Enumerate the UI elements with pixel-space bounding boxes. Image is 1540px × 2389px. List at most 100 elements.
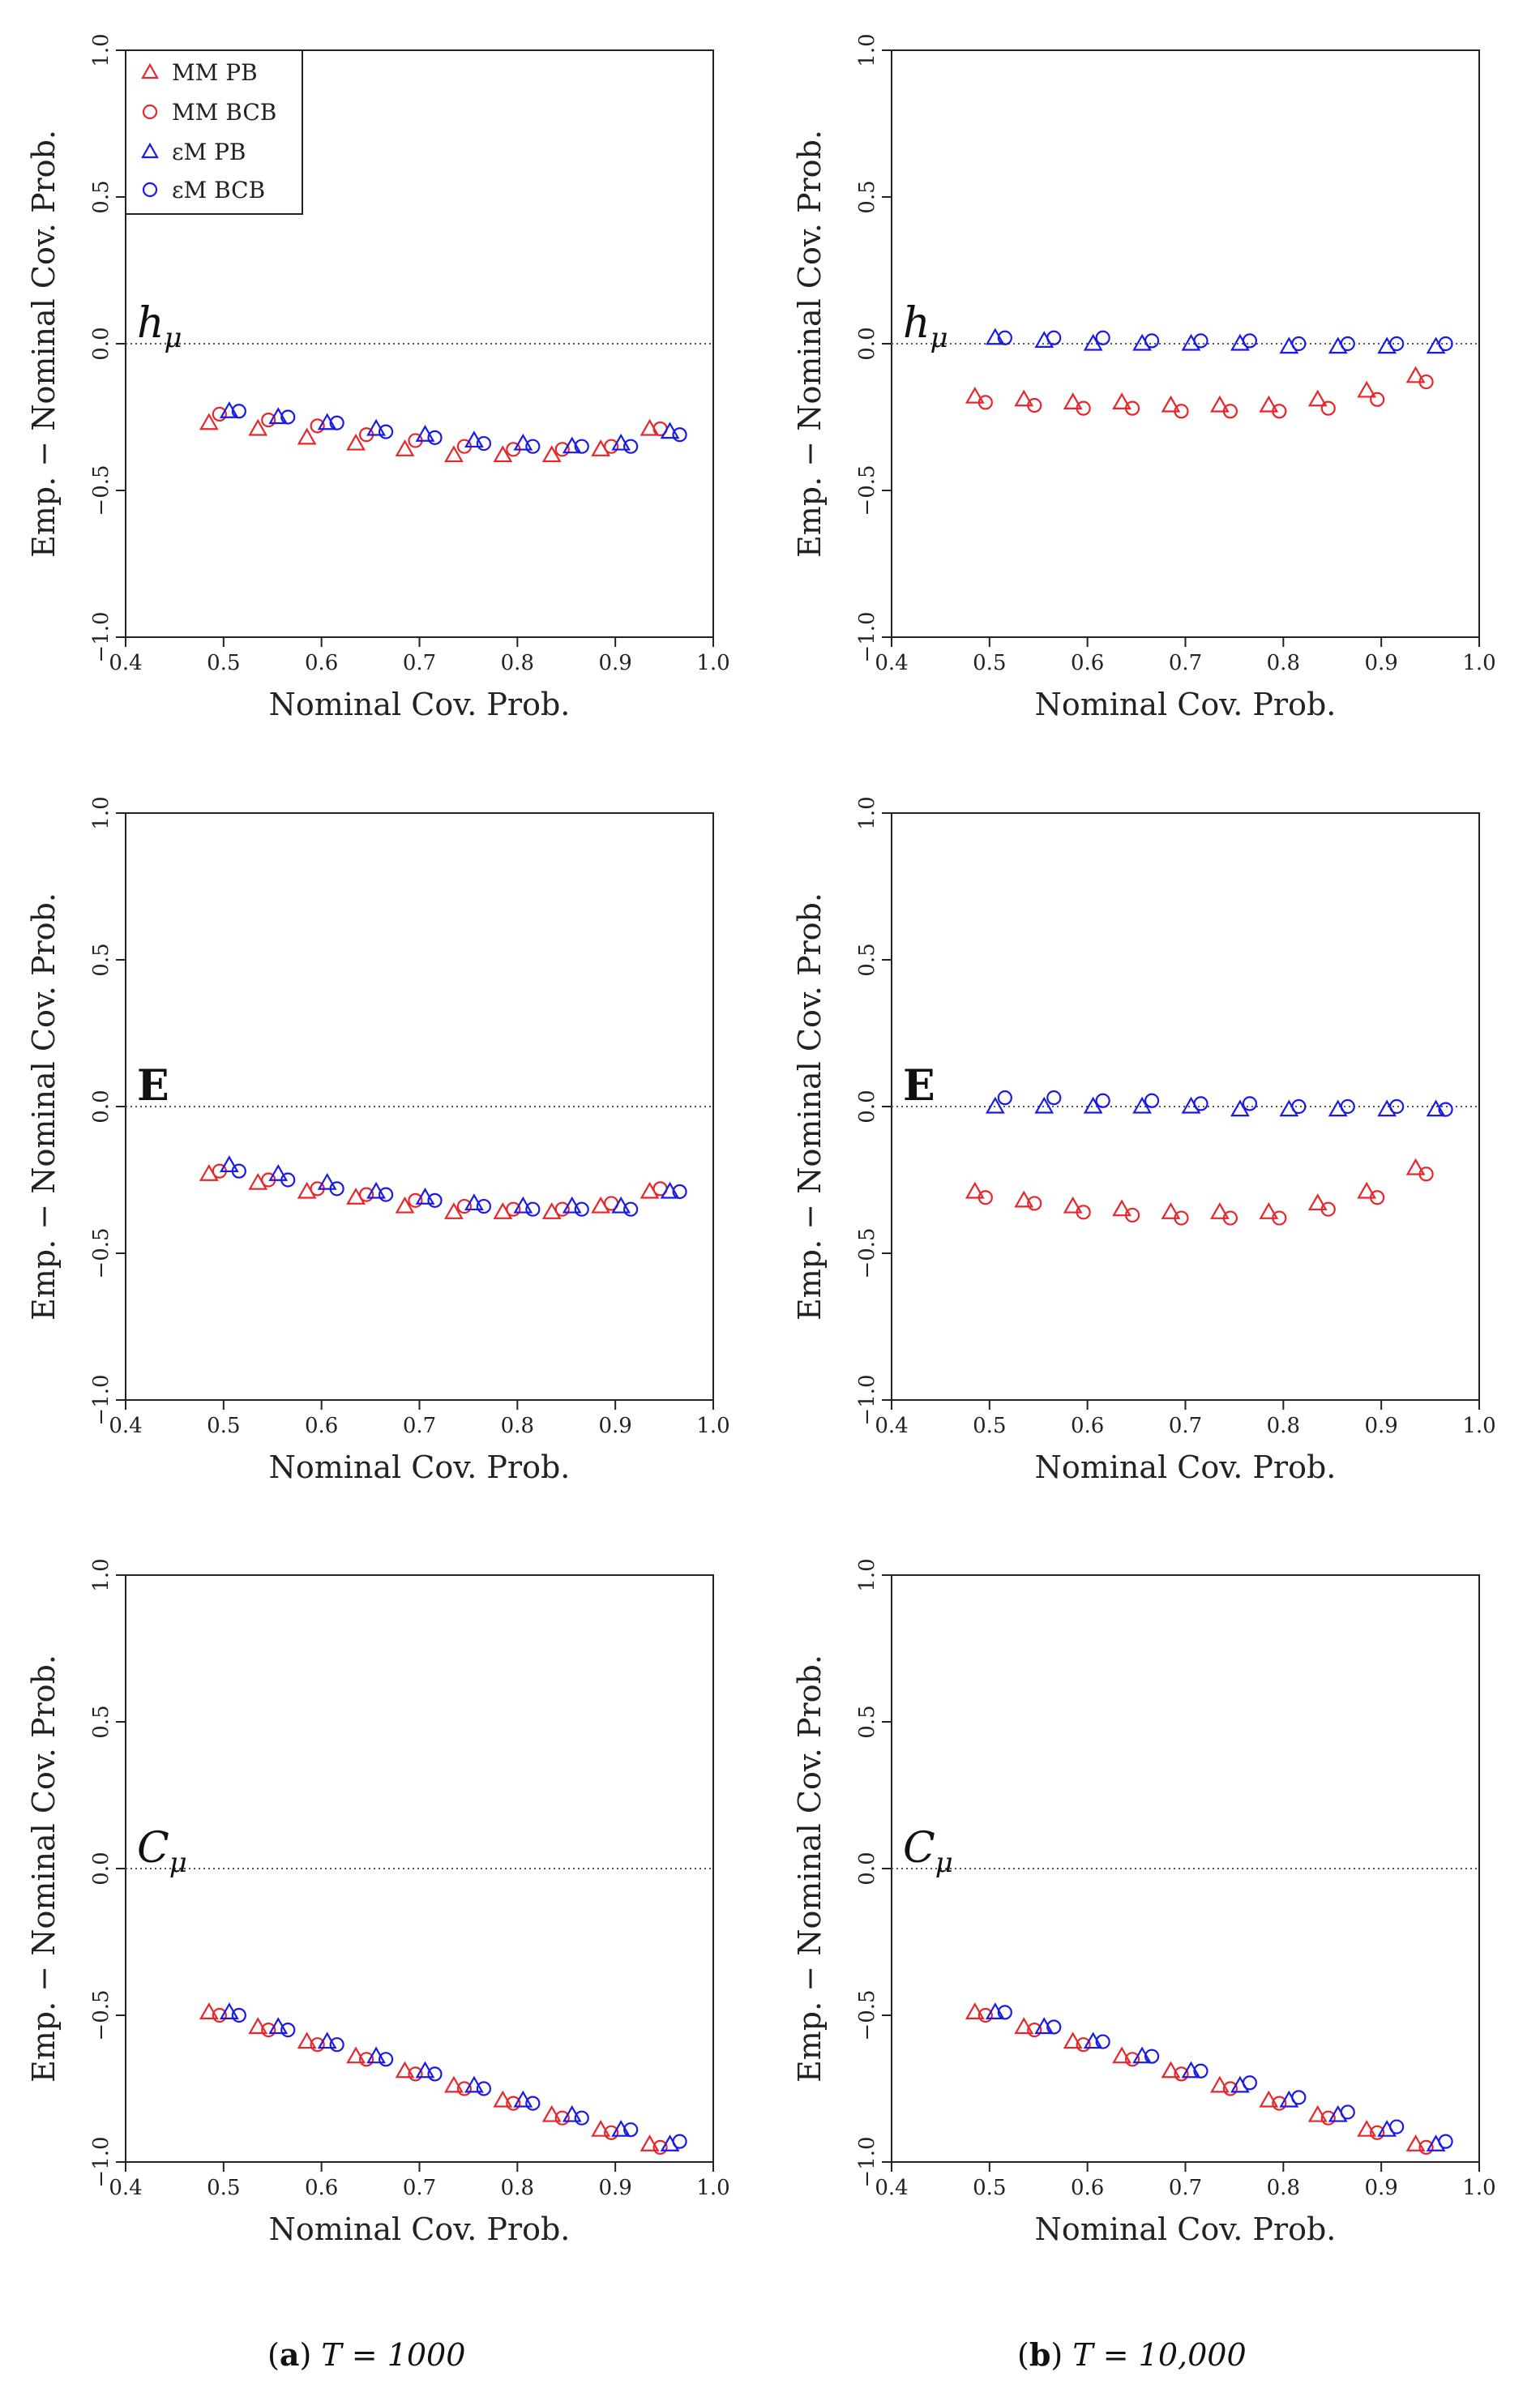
point-mpb-3 [1083,1096,1103,1114]
point-mmbcb-3 [310,418,325,434]
point-mbcb-4 [1144,1093,1160,1108]
y-tick-label: 1.0 [855,796,879,829]
point-mmpb-9 [591,2119,611,2137]
y-tick-label: −0.5 [855,1227,879,1278]
point-mmbcb-2 [1027,2023,1042,2038]
point-mbcb-1 [231,404,246,419]
point-mmbcb-3 [310,2037,325,2053]
x-tick-label: 0.5 [207,2176,240,2200]
point-mmbcb-1 [212,2007,227,2023]
point-mpb-3 [1083,333,1103,351]
point-mbcb-9 [1389,336,1405,352]
legend-label-em-pb: εM PB [172,139,246,165]
point-mmpb-9 [1357,2119,1377,2137]
point-mbcb-4 [378,2052,394,2067]
point-mmpb-4 [346,2046,366,2064]
y-tick-label: 0.5 [855,180,879,213]
x-tick-label: 0.5 [973,1414,1006,1438]
y-tick-label: −1.0 [855,611,879,662]
point-mmbcb-10 [1418,374,1434,390]
panel-label: E [137,1061,169,1111]
point-mmbcb-1 [977,1190,993,1205]
panel-label: Cμ [137,1824,187,1879]
point-mmbcb-3 [1076,1205,1091,1220]
panel-4: 0.4 0.5 0.6 0.7 0.8 0.9 1.0 −1.0 −0.5 0.0 0.5 1.0 No… [792,796,1496,1485]
point-mpb-4 [1132,1096,1152,1114]
panel-2: 0.4 0.5 0.6 0.7 0.8 0.9 1.0 −1.0 −0.5 0.0 0.5 1.0 No… [792,33,1496,722]
point-mbcb-3 [1095,2034,1110,2049]
point-mbcb-1 [231,2007,246,2023]
point-mbcb-9 [623,1201,639,1217]
x-tick-label: 1.0 [696,1414,729,1438]
y-axis-title: Emp. − Nominal Cov. Prob. [26,893,62,1321]
point-mmpb-10 [640,2134,660,2151]
y-tick-label: 0.5 [89,943,113,976]
point-mmpb-5 [395,2061,415,2079]
x-tick-label: 1.0 [696,651,729,675]
point-mmbcb-10 [1418,1167,1434,1182]
x-tick-label: 0.9 [1364,1414,1397,1438]
y-axis-title: Emp. − Nominal Cov. Prob. [26,1655,62,2083]
point-mbcb-8 [1340,336,1355,352]
y-tick-label: 1.0 [89,1558,113,1591]
point-mmpb-8 [1307,389,1328,407]
point-mmbcb-6 [456,1198,473,1214]
panel-1: 0.4 0.5 0.6 0.7 0.8 0.9 1.0 −1.0 −0.5 0.0 0.5 1.0 No… [26,33,730,722]
x-tick-label: 1.0 [1462,651,1495,675]
point-mmpb-2 [1014,1190,1034,1208]
caption-a: (a) T = 1000 [267,2336,465,2373]
svg-text:(a) T = 1000: (a) T = 1000 [267,2336,465,2373]
point-mmbcb-7 [1272,1210,1287,1226]
point-mmpb-10 [1405,2134,1426,2151]
point-mmbcb-1 [212,406,227,422]
point-mmpb-6 [1210,395,1230,413]
point-mbcb-8 [1340,1098,1355,1115]
point-mpb-2 [1034,1096,1054,1114]
point-mbcb-9 [1389,2119,1405,2134]
panel-6: 0.4 0.5 0.6 0.7 0.8 0.9 1.0 −1.0 −0.5 0.0 0.5 1.0 No… [792,1558,1496,2247]
panel-label: Cμ [903,1824,953,1879]
point-mmpb-3 [297,2032,317,2049]
caption-b: (b) T = 10,000 [1017,2336,1247,2373]
x-tick-label: 0.7 [403,651,436,675]
x-tick-label: 0.8 [1267,2176,1300,2200]
x-tick-label: 0.7 [1169,1414,1202,1438]
point-mbcb-4 [378,424,394,439]
panel-3: 0.4 0.5 0.6 0.7 0.8 0.9 1.0 −1.0 −0.5 0.0 0.5 1.0 No… [26,796,730,1485]
point-mmbcb-6 [1222,2081,1238,2096]
y-tick-label: −1.0 [855,1374,879,1425]
point-mbcb-9 [623,439,639,454]
point-mmbcb-3 [1076,400,1091,416]
point-mmpb-2 [248,2017,268,2035]
point-mbcb-2 [280,2023,296,2038]
point-mmbcb-7 [1272,2096,1287,2111]
point-mbcb-8 [574,1201,589,1217]
legend-label-mm-bcb: MM BCB [172,99,276,126]
point-mmpb-1 [965,2002,985,2019]
y-tick-label: 0.5 [89,1705,113,1738]
x-tick-label: 0.5 [973,651,1006,675]
point-mmpb-5 [395,1196,415,1214]
y-tick-label: −1.0 [855,2136,879,2187]
point-mbcb-6 [1242,333,1258,349]
point-mmbcb-2 [261,413,276,428]
x-axis-title: Nominal Cov. Prob. [269,1449,571,1485]
point-mbcb-7 [525,2096,541,2111]
point-mbcb-7 [1291,336,1307,352]
point-mpb-6 [1230,1099,1250,1117]
point-mbcb-6 [476,435,492,452]
point-mmpb-5 [1161,2061,1181,2079]
point-mbcb-5 [427,2066,443,2082]
x-tick-label: 1.0 [1462,1414,1495,1438]
point-mbcb-2 [280,1172,296,1188]
y-axis-title: Emp. − Nominal Cov. Prob. [792,1655,828,2083]
y-tick-label: −1.0 [89,1374,113,1425]
point-mmbcb-8 [554,2110,570,2126]
x-axis-title: Nominal Cov. Prob. [1035,687,1337,722]
point-mmpb-8 [541,2104,562,2122]
point-mmbcb-1 [977,395,993,410]
y-tick-label: 0.5 [855,1705,879,1738]
legend-marker-mm-pb [141,62,159,79]
y-tick-label: −0.5 [855,465,879,516]
point-mmpb-3 [297,427,317,445]
